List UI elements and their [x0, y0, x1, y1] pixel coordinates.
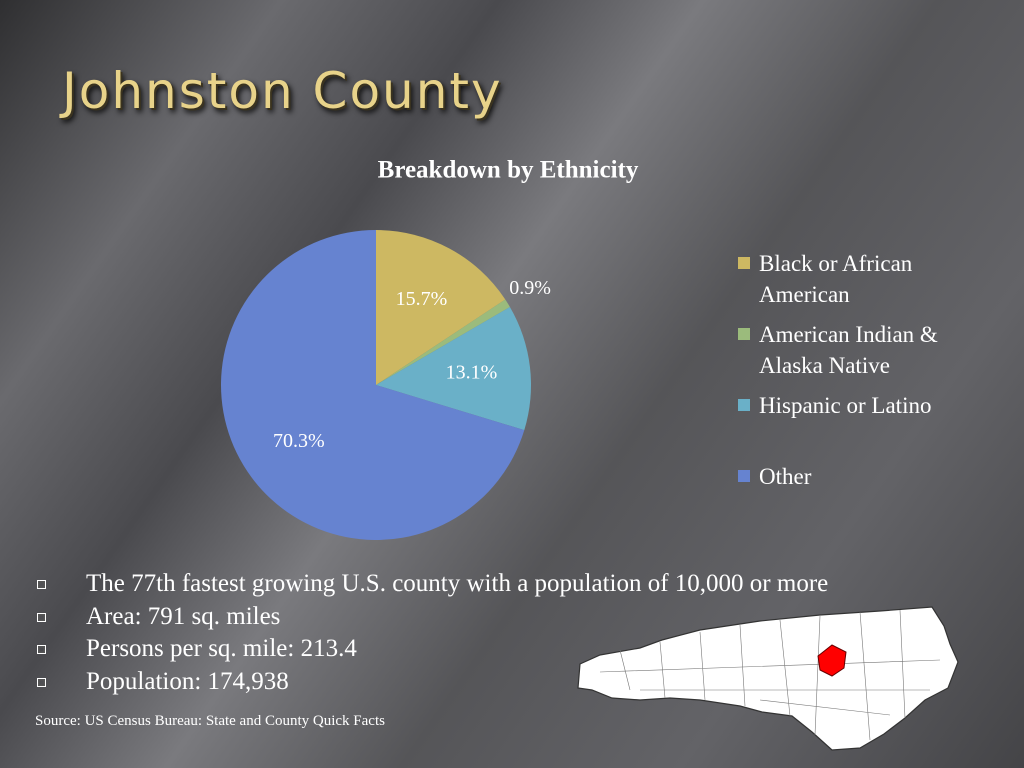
legend-label: Hispanic or Latino: [759, 393, 932, 418]
legend-item: American Indian & Alaska Native: [738, 319, 1000, 381]
county-lines: [599, 609, 941, 741]
bullet-item: Population: 174,938: [36, 666, 828, 699]
pie-slice: [376, 230, 506, 385]
chart-title: Breakdown by Ethnicity: [378, 157, 639, 184]
johnston-county: [817, 644, 847, 677]
bullet-item: Persons per sq. mile: 213.4: [36, 633, 828, 666]
legend-item: Black or African American: [738, 248, 1000, 310]
pie-slice: [376, 306, 531, 431]
legend-swatch: [738, 328, 750, 340]
data-label: 15.7%: [396, 288, 448, 310]
legend-swatch: [738, 399, 750, 411]
legend-label: American Indian & Alaska Native: [759, 322, 938, 378]
nc-map: [577, 606, 959, 751]
bullet-list: The 77th fastest growing U.S. county wit…: [36, 568, 828, 698]
pie-slice: [376, 299, 510, 385]
legend-swatch: [738, 470, 750, 482]
bullet-item: Area: 791 sq. miles: [36, 601, 828, 634]
legend-label: Other: [759, 464, 812, 489]
data-label: 13.1%: [446, 361, 498, 383]
source-note: Source: US Census Bureau: State and Coun…: [35, 713, 385, 729]
legend-item: Other: [738, 461, 1000, 492]
pie-slice: [220, 230, 525, 540]
legend-label: Black or African American: [759, 251, 913, 307]
legend-swatch: [738, 257, 750, 269]
legend-item: Hispanic or Latino: [738, 390, 1000, 421]
data-label: 70.3%: [273, 430, 325, 452]
data-label: 0.9%: [509, 277, 551, 299]
bullet-item: The 77th fastest growing U.S. county wit…: [36, 568, 828, 601]
slide-title: Johnston County: [62, 62, 503, 120]
legend: Black or African American American Indian…: [738, 248, 1000, 501]
pie: 15.7% 0.9% 13.1% 70.3%: [220, 230, 551, 540]
